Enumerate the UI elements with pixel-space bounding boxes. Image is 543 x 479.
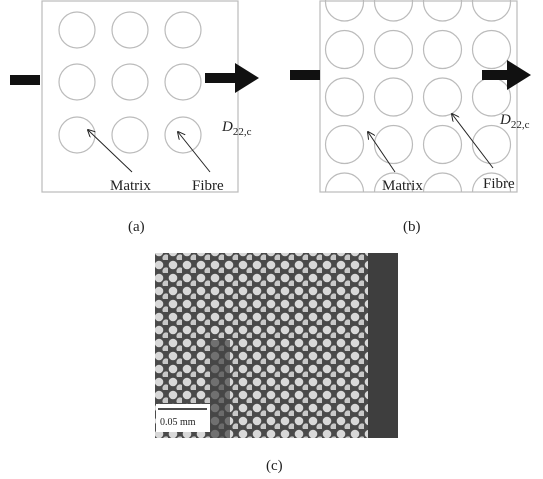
fibre-circle bbox=[111, 63, 149, 101]
pointer bbox=[452, 114, 494, 169]
load-bar bbox=[290, 70, 320, 80]
matrix-label: Matrix bbox=[382, 178, 423, 194]
panel-label: (b) bbox=[403, 219, 421, 235]
resin-region bbox=[368, 253, 398, 438]
load-bar bbox=[10, 75, 40, 85]
fibre-circle bbox=[324, 29, 365, 70]
fibre-circle bbox=[324, 172, 365, 192]
fibre-circle bbox=[422, 0, 463, 22]
fibre-circle bbox=[58, 116, 96, 154]
fibre-circle bbox=[324, 77, 365, 117]
panel-label: (a) bbox=[128, 219, 145, 235]
fibre-label: Fibre bbox=[483, 176, 515, 192]
fibre-circle bbox=[422, 124, 463, 165]
fibre-circle bbox=[164, 11, 202, 49]
fibre-circle bbox=[373, 77, 414, 117]
fibre-circle bbox=[164, 116, 202, 154]
fibre-circle bbox=[471, 29, 512, 70]
fibre-circle bbox=[277, 31, 315, 69]
fibres bbox=[58, 11, 202, 154]
fibre-circle bbox=[277, 173, 315, 211]
pointer bbox=[88, 130, 133, 173]
fibres bbox=[277, 0, 512, 211]
matrix-label: Matrix bbox=[110, 178, 151, 194]
fibre-circle bbox=[422, 172, 463, 192]
fibre-circle bbox=[324, 0, 365, 22]
resin-region bbox=[210, 340, 230, 438]
fibre-circle bbox=[422, 77, 463, 117]
load-label: D22,c bbox=[221, 119, 252, 138]
fibre-circle bbox=[471, 77, 512, 117]
pointer bbox=[178, 132, 211, 173]
fibre-circle bbox=[277, 78, 315, 116]
fibre-circle bbox=[373, 0, 414, 22]
fibre-circle bbox=[373, 172, 414, 192]
fibre-circle bbox=[324, 124, 365, 165]
fibre-label: Fibre bbox=[192, 178, 224, 194]
fibre-circle bbox=[471, 124, 512, 165]
fibre-circle bbox=[373, 29, 414, 70]
fibre-circle bbox=[164, 63, 202, 101]
load-arrow bbox=[482, 60, 531, 90]
micrograph: 0.05 mm (c) bbox=[155, 253, 398, 474]
panel-label: (c) bbox=[266, 458, 283, 474]
panel-b: D22,c Matrix Fibre (b) bbox=[277, 0, 531, 235]
scale-label: 0.05 mm bbox=[160, 417, 196, 428]
fibre-circle bbox=[422, 29, 463, 70]
fibre-circle bbox=[277, 0, 315, 21]
fibre-circle bbox=[471, 0, 512, 22]
fibre-circle bbox=[58, 63, 96, 101]
cell-border bbox=[319, 0, 518, 193]
panel-a: D22,c Matrix Fibre (a) bbox=[10, 0, 259, 235]
load-label: D22,c bbox=[499, 112, 530, 131]
fibre-circle bbox=[111, 116, 149, 154]
fibre-circle bbox=[373, 124, 414, 165]
fibre-circle bbox=[58, 11, 96, 49]
cell-border bbox=[41, 0, 239, 193]
fibre-circle bbox=[111, 11, 149, 49]
fibre-circle bbox=[277, 126, 315, 164]
load-arrow bbox=[205, 63, 259, 93]
pointer bbox=[368, 132, 396, 173]
fibre-circle bbox=[471, 172, 512, 192]
